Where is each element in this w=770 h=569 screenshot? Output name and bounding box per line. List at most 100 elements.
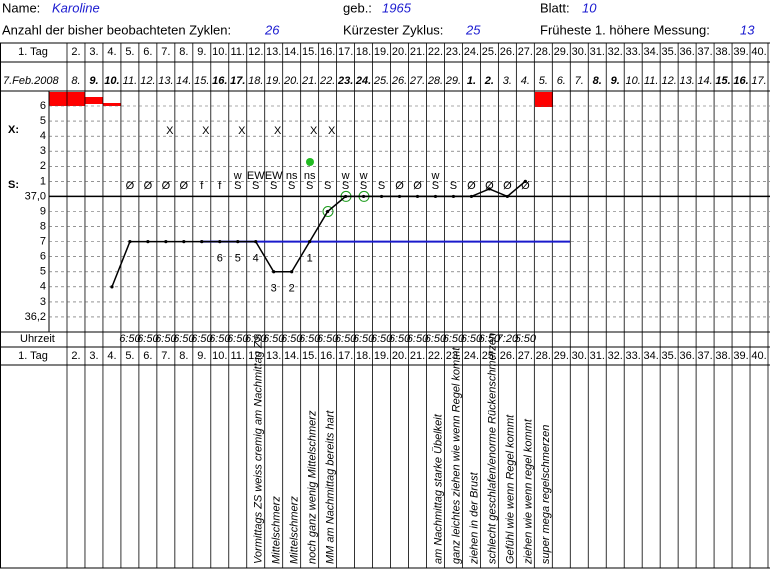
day-number: 31. <box>590 46 605 58</box>
day-number: 24. <box>464 350 479 362</box>
peak-marker <box>306 158 314 166</box>
day-number: 18. <box>356 46 371 58</box>
s-note: w <box>430 170 439 182</box>
day-number: 13. <box>266 350 281 362</box>
day-number: 29. <box>554 46 569 58</box>
day-number: 17. <box>338 350 353 362</box>
s-mark: S <box>234 180 241 192</box>
day-number: 4. <box>107 350 116 362</box>
temperature-point <box>487 187 491 191</box>
day-number: 21. <box>410 350 425 362</box>
temperature-point <box>379 194 384 199</box>
day-number: 3. <box>89 350 98 362</box>
time: 5:50 <box>515 333 537 345</box>
date: 16. <box>212 75 227 87</box>
temperature-point <box>254 240 258 244</box>
s-mark: S <box>324 180 331 192</box>
temp-tick-label: 8 <box>40 220 46 232</box>
day-number: 11. <box>231 350 245 362</box>
time: 6:50 <box>263 333 285 345</box>
temp-tick-label: 5 <box>40 266 46 278</box>
day-number: 34. <box>644 46 659 58</box>
temperature-point <box>505 194 509 199</box>
temp-tick-label: 36,2 <box>25 311 46 323</box>
s-mark: Ø <box>162 180 171 192</box>
day-number: 37. <box>697 46 712 58</box>
bleeding-mark <box>535 92 553 107</box>
x-row-label: X: <box>8 124 19 136</box>
date: 6. <box>557 75 566 87</box>
day-number: 1. Tag <box>18 350 48 362</box>
day-number: 22. <box>428 350 443 362</box>
date: 2. <box>484 75 494 87</box>
time: 6:50 <box>299 333 321 345</box>
date: 3. <box>503 75 512 87</box>
s-note: w <box>359 170 368 182</box>
day-number: 20. <box>392 46 407 58</box>
date: 15. <box>715 75 730 87</box>
temp-tick-label: 37,0 <box>25 190 46 202</box>
date: 22. <box>319 75 335 87</box>
date: 27. <box>409 75 425 87</box>
note: am Nachmittag starke Übelkeit <box>432 413 444 564</box>
temperature-point <box>146 240 150 244</box>
date: 8. <box>71 75 80 87</box>
day-number: 40. <box>751 46 766 58</box>
time: 6:50 <box>335 333 357 345</box>
note: MM am Nachmittag bereits hart <box>325 410 337 564</box>
temperature-point <box>523 179 527 183</box>
x-mark: X <box>310 125 318 137</box>
s-mark: Ø <box>467 180 476 192</box>
date: 11. <box>644 75 658 87</box>
date: 26. <box>391 75 407 87</box>
time: 6:50 <box>425 333 447 345</box>
date: 10. <box>104 75 119 87</box>
sheet: 10 <box>582 0 597 15</box>
date: 8. <box>593 75 602 87</box>
day-number: 32. <box>608 46 623 58</box>
day-number: 20. <box>392 350 407 362</box>
day-number: 38. <box>715 350 730 362</box>
day-number: 35. <box>661 350 676 362</box>
date: 17. <box>230 75 245 87</box>
day-number: 6. <box>143 46 152 58</box>
temperature-point <box>451 194 456 199</box>
date: 14. <box>176 75 191 87</box>
day-number: 9. <box>197 46 206 58</box>
day-number: 2. <box>71 46 80 58</box>
date: 11. <box>123 75 137 87</box>
day-number: 37. <box>697 350 712 362</box>
level-label: 3 <box>40 145 46 157</box>
temperature-point <box>433 194 438 199</box>
note: ziehen wie wenn regel kommt <box>522 418 534 565</box>
time: 6:50 <box>119 333 141 345</box>
date: 24. <box>355 75 371 87</box>
day-number: 21. <box>410 46 425 58</box>
s-mark: S <box>252 180 259 192</box>
day-number: 36. <box>679 350 694 362</box>
day-number: 33. <box>626 46 641 58</box>
date: 5. <box>539 75 548 87</box>
time: 6:50 <box>155 333 177 345</box>
date: 1. <box>467 75 476 87</box>
temperature-point <box>397 194 402 199</box>
temp-tick-label: 3 <box>40 296 46 308</box>
date: 12. <box>140 75 155 87</box>
date: 10. <box>626 75 641 87</box>
s-note: ns <box>286 170 298 182</box>
temperature-point <box>469 194 474 199</box>
date: 20. <box>283 75 299 87</box>
time: 6:50 <box>443 333 465 345</box>
day-number: 16. <box>320 46 335 58</box>
temperature-point <box>308 240 312 244</box>
date: 16. <box>733 75 748 87</box>
day-number: 33. <box>626 350 641 362</box>
day-number: 18. <box>356 350 371 362</box>
x-mark: X <box>238 125 246 137</box>
shortest: 25 <box>465 22 481 37</box>
s-mark: S <box>306 180 313 192</box>
s-note: w <box>233 170 242 182</box>
day-number: 27. <box>518 350 533 362</box>
date: 18. <box>248 75 263 87</box>
day-number: 12. <box>248 46 263 58</box>
